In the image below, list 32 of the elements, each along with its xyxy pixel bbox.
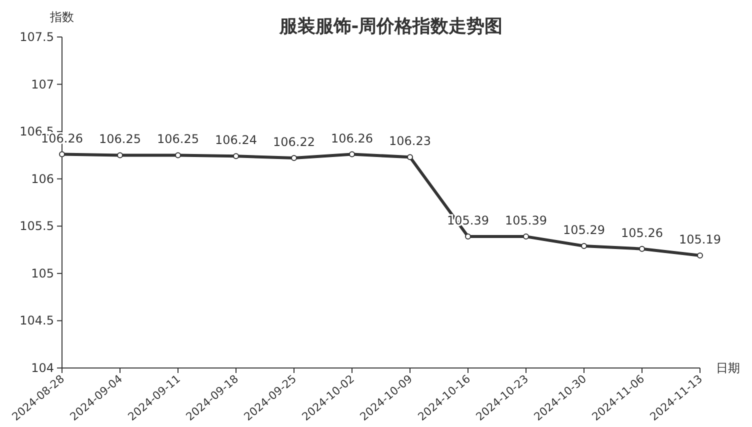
- data-label: 105.39: [505, 214, 547, 228]
- point: [639, 246, 645, 252]
- data-label: 105.19: [679, 232, 721, 246]
- y-tick-label: 105: [31, 266, 54, 280]
- point: [407, 154, 413, 160]
- data-label: 106.25: [99, 132, 141, 146]
- y-axis-title: 指数: [49, 10, 74, 24]
- point: [697, 252, 703, 258]
- point: [465, 234, 471, 240]
- data-label: 106.23: [389, 134, 431, 148]
- y-tick-label: 105.5: [20, 219, 54, 234]
- point: [175, 152, 181, 158]
- point: [117, 152, 123, 158]
- y-tick-label: 107.5: [20, 30, 54, 44]
- data-label: 106.26: [331, 131, 373, 146]
- data-label: 106.24: [215, 133, 257, 148]
- data-label: 106.22: [273, 135, 315, 150]
- y-tick-label: 104.5: [20, 314, 54, 328]
- point: [59, 151, 65, 158]
- point: [233, 153, 239, 160]
- chart-title: 服装服饰-周价格指数走势图: [278, 16, 503, 37]
- point: [581, 243, 587, 250]
- y-tick-label: 104: [31, 361, 54, 375]
- point: [349, 151, 355, 158]
- x-axis-title: 日期: [716, 361, 740, 375]
- point: [523, 234, 529, 240]
- data-label: 105.29: [563, 223, 605, 238]
- point: [291, 155, 297, 162]
- y-tick-label: 106: [31, 172, 54, 186]
- data-label: 105.26: [621, 226, 663, 240]
- data-label: 106.25: [157, 132, 199, 146]
- y-tick-label: 107: [31, 77, 54, 92]
